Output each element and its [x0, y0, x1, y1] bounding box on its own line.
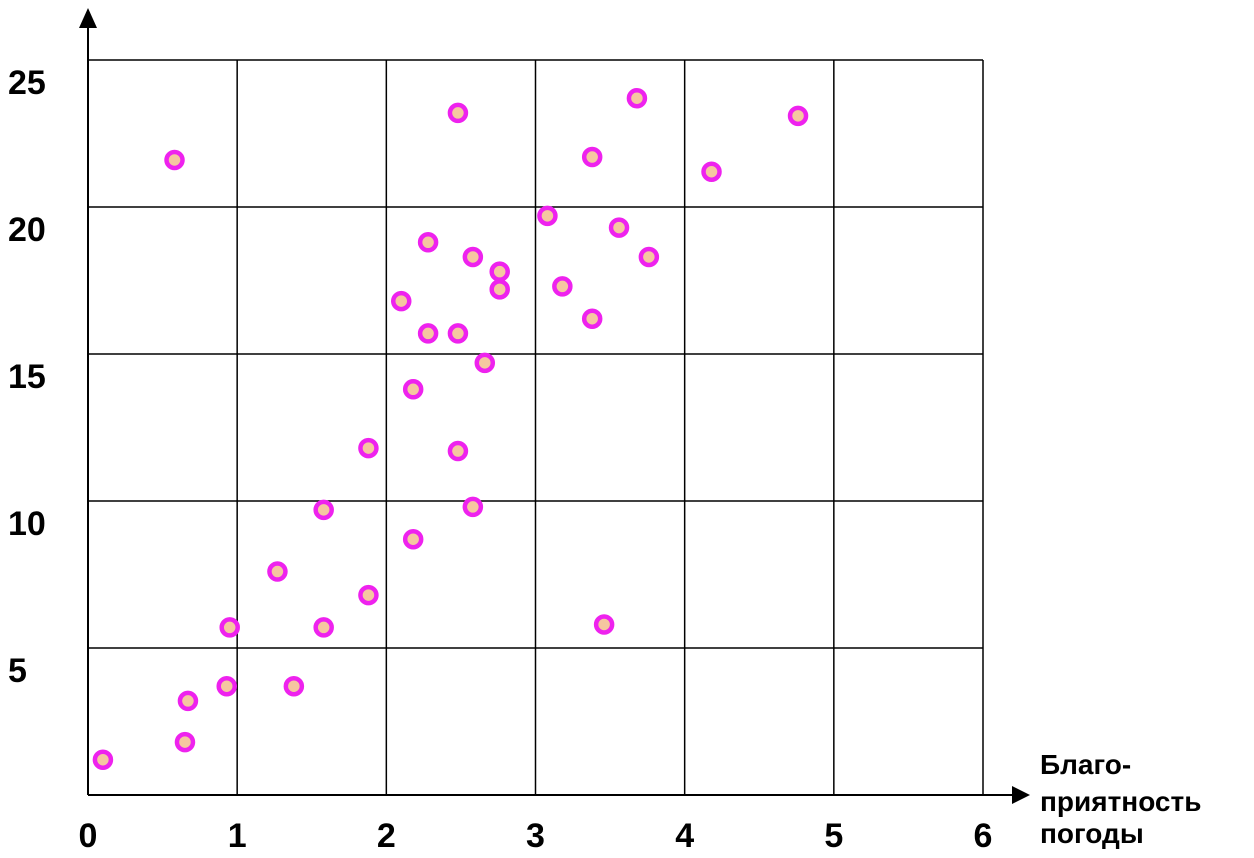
data-points	[92, 87, 809, 770]
data-point	[402, 379, 424, 400]
data-point	[219, 617, 240, 638]
data-point	[358, 437, 379, 459]
y-tick-label: 15	[8, 358, 46, 396]
data-point	[92, 749, 114, 770]
y-tick-label: 20	[8, 211, 46, 249]
data-point	[474, 352, 496, 374]
data-point	[787, 105, 809, 127]
data-point	[391, 290, 412, 312]
data-point	[417, 232, 439, 253]
data-point	[164, 149, 185, 171]
axes	[79, 8, 1030, 804]
x-axis-arrow-icon	[1012, 786, 1030, 804]
x-tick-label: 1	[228, 817, 247, 855]
tick-labels: 0 1 2 3 4 5 6 5 10 15 20 25	[8, 64, 992, 855]
x-tick-label: 5	[824, 817, 843, 855]
x-axis-title-line-1: Благо-	[1040, 749, 1131, 780]
y-tick-label: 5	[8, 652, 27, 690]
x-tick-label: 6	[974, 817, 993, 855]
data-point	[462, 246, 484, 268]
data-point	[489, 261, 510, 282]
x-tick-label: 3	[526, 817, 545, 855]
x-axis-title-line-3: погоды	[1040, 818, 1144, 849]
data-point	[701, 161, 722, 182]
grid	[88, 59, 984, 795]
data-point	[552, 276, 573, 297]
x-tick-label: 0	[79, 817, 98, 855]
data-point	[581, 146, 603, 168]
data-point	[177, 690, 199, 712]
data-point	[417, 323, 439, 344]
x-axis-title: Благо- приятность погоды	[1040, 749, 1209, 849]
data-point	[626, 87, 648, 109]
data-point	[462, 496, 484, 518]
data-point	[489, 279, 510, 300]
data-point	[638, 246, 660, 268]
data-point	[402, 528, 424, 550]
data-point	[313, 617, 334, 638]
x-tick-label: 2	[377, 817, 396, 855]
data-point	[313, 499, 334, 521]
data-point	[174, 731, 196, 753]
data-point	[216, 675, 237, 697]
data-point	[593, 614, 615, 635]
y-axis-arrow-icon	[79, 8, 97, 28]
data-point	[358, 584, 379, 606]
x-tick-label: 4	[675, 817, 694, 855]
data-point	[537, 205, 558, 227]
data-point	[447, 323, 469, 344]
y-tick-label: 25	[8, 64, 46, 102]
x-axis-title-line-2: приятность	[1040, 786, 1201, 817]
data-point	[267, 561, 288, 582]
data-point	[447, 102, 469, 124]
data-point	[581, 308, 603, 329]
data-point	[608, 217, 630, 238]
data-point	[447, 440, 469, 462]
data-point	[283, 675, 305, 697]
y-tick-label: 10	[8, 505, 46, 543]
